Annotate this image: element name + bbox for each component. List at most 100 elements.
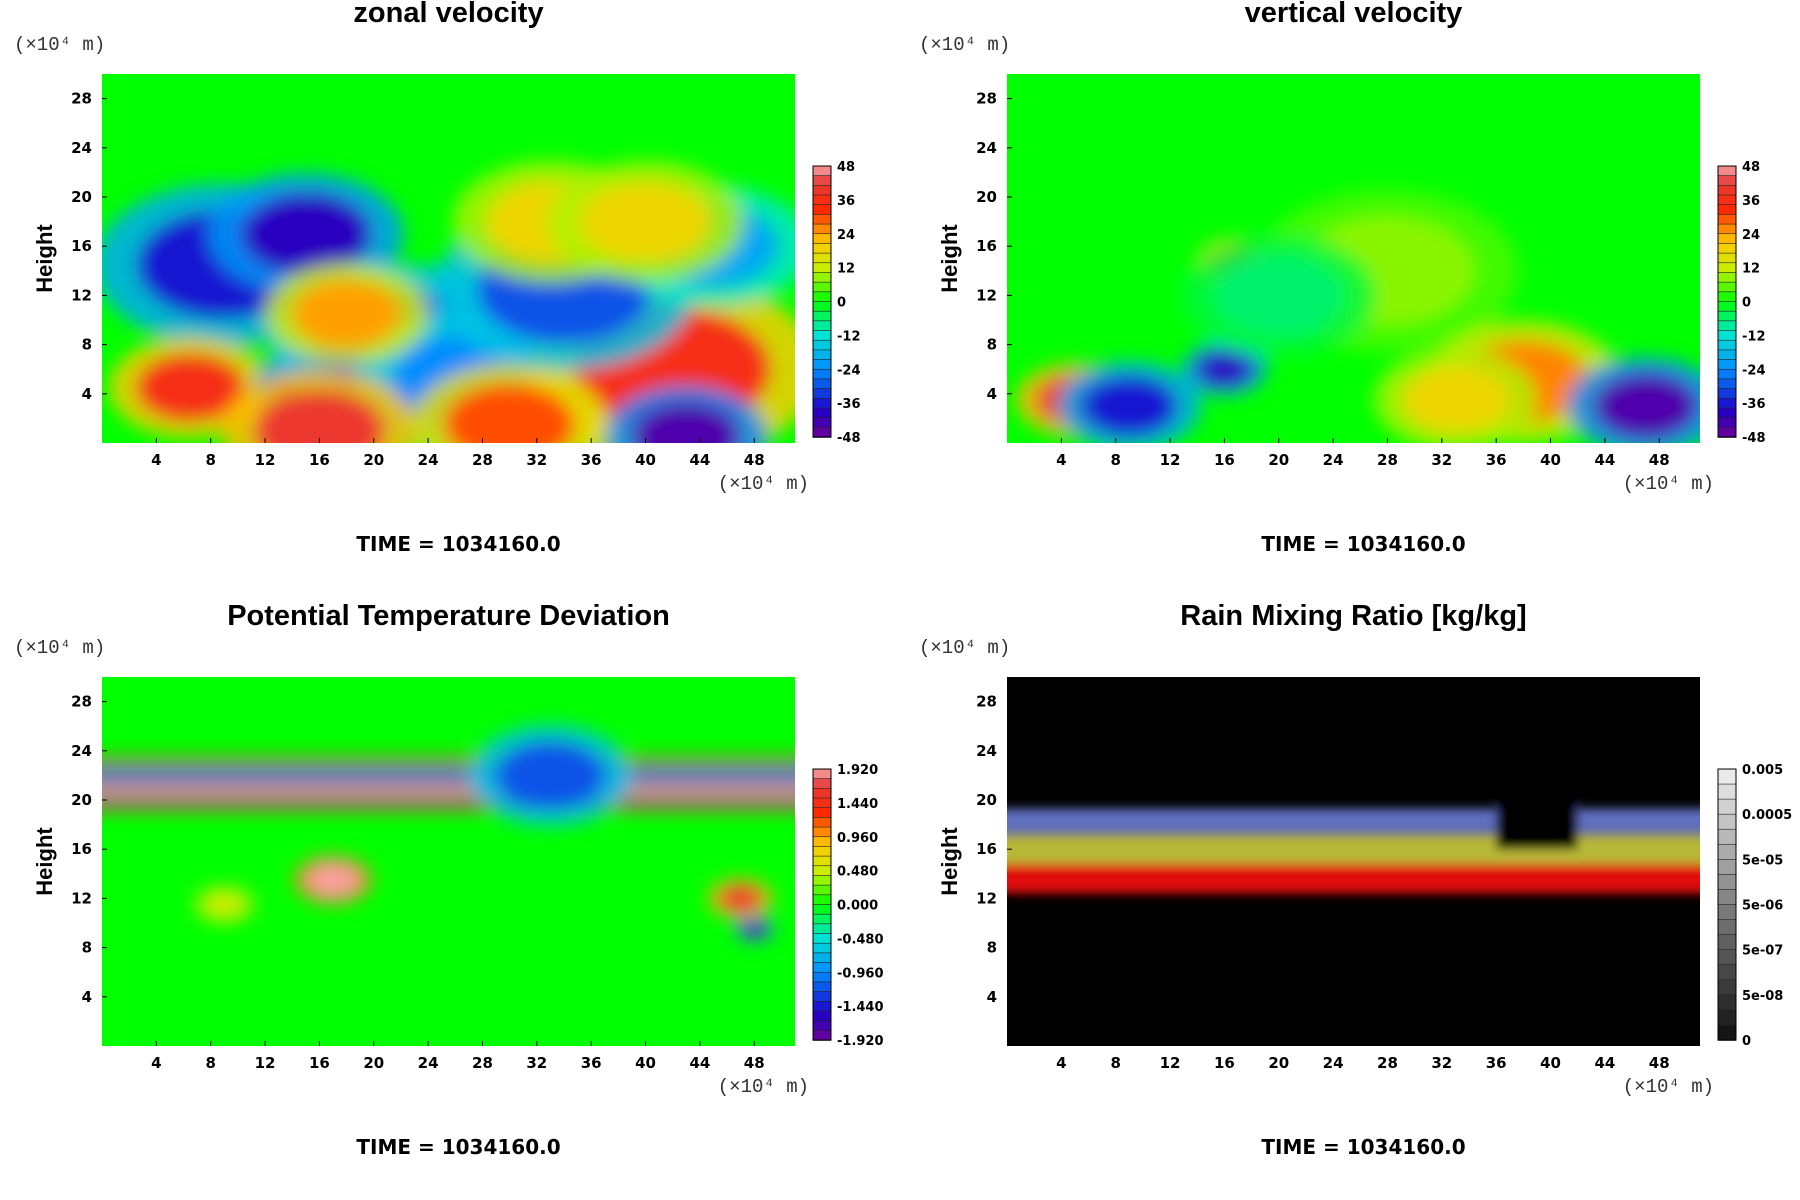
colorbar-segment <box>812 1000 832 1012</box>
plot-area <box>102 74 795 443</box>
colorbar-label: 5e-08 <box>1742 989 1783 1004</box>
colorbar-segment <box>1717 310 1737 322</box>
y-tick-label: 8 <box>82 336 92 354</box>
x-tick-label: 36 <box>1486 451 1507 469</box>
colorbar-segment <box>812 846 832 857</box>
x-unit-label: (×10⁴ m) <box>718 1076 809 1098</box>
y-tick-label: 20 <box>976 791 997 809</box>
colorbar-label: 1.920 <box>837 763 878 778</box>
x-tick-label: 8 <box>205 1054 215 1072</box>
y-tick-label: 4 <box>987 385 997 403</box>
x-tick-label: 24 <box>418 451 439 469</box>
colorbar-segment <box>1717 175 1737 187</box>
y-tick-label: 28 <box>976 90 997 108</box>
colorbar-segment <box>1717 904 1737 921</box>
colorbar-label: 12 <box>1742 262 1760 277</box>
field-feature-8 <box>631 403 741 443</box>
colorbar-segment <box>1717 843 1737 861</box>
colorbar-label: 24 <box>1742 228 1760 243</box>
colorbar-label: -12 <box>837 329 861 344</box>
field-feature-5 <box>202 891 247 919</box>
field-band-2 <box>102 767 795 777</box>
colorbar-segment <box>812 1010 832 1022</box>
colorbar-label: -36 <box>1742 397 1766 412</box>
field-feature-10 <box>444 383 575 443</box>
x-tick-label: 24 <box>1323 451 1344 469</box>
colorbar-segment <box>812 214 832 225</box>
colorbar-label: -12 <box>1742 329 1766 344</box>
x-tick-label: 32 <box>1431 1054 1452 1072</box>
colorbar-segment <box>812 952 832 964</box>
y-tick-label: 16 <box>71 237 92 255</box>
colorbar-segment <box>1717 368 1737 380</box>
colorbar-label: 0 <box>1742 296 1751 311</box>
field-band-5 <box>102 797 795 805</box>
chart-title: Potential Temperature Deviation <box>227 600 670 632</box>
colorbar-segment <box>1717 783 1737 800</box>
field-gap-1 <box>1496 787 1578 850</box>
chart-title: vertical velocity <box>1245 0 1463 29</box>
colorbar-segment <box>812 233 832 245</box>
colorbar-label: 0.0005 <box>1742 808 1792 823</box>
field-feature-3 <box>741 921 768 938</box>
colorbar-segment <box>1717 949 1737 966</box>
x-tick-label: 4 <box>151 451 161 469</box>
colorbar-segment <box>1717 330 1737 342</box>
x-tick-label: 20 <box>363 451 384 469</box>
colorbar-segment <box>812 397 832 409</box>
colorbar-segment <box>812 1020 832 1032</box>
x-tick-label: 20 <box>1268 451 1289 469</box>
y-unit-label: (×10⁴ m) <box>919 637 1010 659</box>
x-unit-label: (×10⁴ m) <box>1623 473 1714 495</box>
x-tick-label: 28 <box>472 1054 493 1072</box>
field-feature-6 <box>1593 373 1698 439</box>
colorbar-segment <box>812 349 832 361</box>
field-feature-3 <box>135 353 245 422</box>
colorbar-segment <box>1717 339 1737 351</box>
colorbar-segment <box>1717 320 1737 332</box>
colorbar-segment <box>812 252 832 264</box>
field-band-1 <box>102 757 795 764</box>
field-band-1 <box>1007 808 1700 834</box>
y-unit-label: (×10⁴ m) <box>14 34 105 56</box>
colorbar-segment <box>812 291 832 303</box>
colorbar-segment <box>1717 185 1737 196</box>
colorbar-segment <box>812 223 832 235</box>
y-axis-label: Height <box>937 224 962 293</box>
colorbar-segment <box>812 281 832 293</box>
x-tick-label: 12 <box>1160 451 1181 469</box>
colorbar-segment <box>1717 243 1737 254</box>
x-tick-label: 24 <box>418 1054 439 1072</box>
colorbar-segment <box>812 301 832 312</box>
colorbar-segment <box>812 807 832 819</box>
colorbar-segment <box>812 788 832 799</box>
colorbar-segment <box>812 272 832 283</box>
colorbar-segment <box>1717 194 1737 206</box>
field-feature-15 <box>580 181 711 263</box>
colorbar-frame <box>812 768 832 1041</box>
field-feature-2 <box>240 193 372 275</box>
x-tick-label: 12 <box>255 451 276 469</box>
field-background <box>102 677 795 1046</box>
chart-panel-4: Rain Mixing Ratio [kg/kg] (×10⁴ m) (×10⁴ m… <box>919 600 1792 1159</box>
colorbar-segment <box>1717 798 1737 815</box>
colorbar-segment <box>1717 359 1737 371</box>
colorbar-segment <box>812 884 832 896</box>
colorbar-segment <box>812 962 832 974</box>
colorbar-segment <box>812 778 832 790</box>
field-feature-12 <box>292 280 401 348</box>
field-band-3 <box>102 777 795 786</box>
y-tick-label: 12 <box>71 286 92 304</box>
x-tick-label: 16 <box>309 451 330 469</box>
plot-area <box>1007 677 1700 1046</box>
colorbar-segment <box>812 359 832 371</box>
colorbar-segment <box>812 417 832 429</box>
colorbar-segment <box>812 1030 832 1041</box>
colorbar-segment <box>1717 378 1737 390</box>
y-tick-label: 4 <box>987 988 997 1006</box>
colorbar-segment <box>1717 397 1737 409</box>
chart-panel-1: zonal velocity(×10⁴ m)(×10⁴ m)4812162024… <box>14 0 861 556</box>
colorbar-segment <box>812 991 832 1003</box>
colorbar-segment <box>812 378 832 390</box>
colorbar-label: -1.440 <box>837 1000 884 1015</box>
